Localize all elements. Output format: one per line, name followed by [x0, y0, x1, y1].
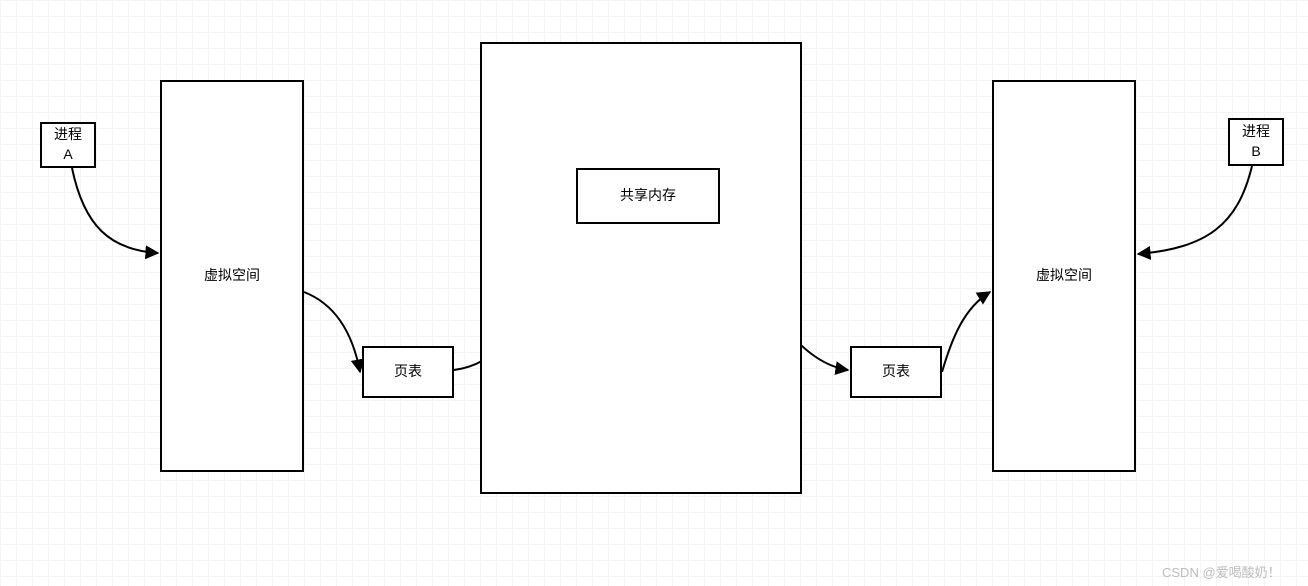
- node-memory-box: [480, 42, 802, 494]
- label: 共享内存: [620, 186, 676, 206]
- label: 虚拟空间: [1036, 266, 1092, 286]
- watermark: CSDN @爱喝酸奶！: [1162, 562, 1281, 581]
- node-vspace-a: 虚拟空间: [160, 80, 304, 472]
- node-pagetable-a: 页表: [362, 346, 454, 398]
- edge-processA-vspaceA: [72, 168, 158, 253]
- edge-vspaceA-pagetableA: [304, 292, 360, 372]
- edge-processB-vspaceB: [1138, 166, 1252, 254]
- label: 进程 B: [1242, 122, 1270, 161]
- node-vspace-b: 虚拟空间: [992, 80, 1136, 472]
- label: 虚拟空间: [204, 266, 260, 286]
- label: 页表: [882, 362, 910, 382]
- node-process-a: 进程 A: [40, 122, 96, 168]
- edge-pagetableB-vspaceB: [942, 292, 990, 372]
- node-process-b: 进程 B: [1228, 118, 1284, 166]
- label: 页表: [394, 362, 422, 382]
- node-pagetable-b: 页表: [850, 346, 942, 398]
- label: 进程 A: [54, 125, 82, 164]
- node-shared-mem: 共享内存: [576, 168, 720, 224]
